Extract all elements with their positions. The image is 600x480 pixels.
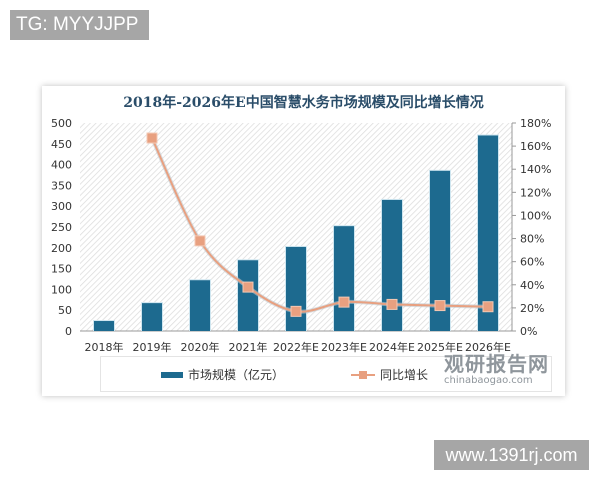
svg-text:80%: 80% (520, 233, 544, 246)
brand-watermark-main: 观研报告网 (444, 352, 549, 376)
svg-text:2023年E: 2023年E (321, 340, 367, 354)
svg-text:450: 450 (51, 138, 72, 151)
svg-text:2024年E: 2024年E (369, 340, 415, 354)
svg-text:2022年E: 2022年E (273, 340, 319, 354)
svg-text:200: 200 (51, 242, 72, 255)
svg-text:40%: 40% (520, 279, 544, 292)
chart-title: 2018年-2026年E中国智慧水务市场规模及同比增长情况 (123, 95, 484, 111)
svg-text:20%: 20% (520, 302, 544, 315)
watermark-top-left: TG: MYYJJPP (10, 10, 149, 40)
legend-label-yoy-growth: 同比增长 (380, 368, 429, 382)
legend-item-market-size: 市场规模（亿元） (161, 366, 284, 383)
svg-text:2020年: 2020年 (181, 340, 220, 354)
legend-label-market-size: 市场规模（亿元） (188, 368, 285, 382)
svg-text:60%: 60% (520, 256, 544, 269)
legend-item-yoy-growth: 同比增长 (351, 366, 428, 383)
svg-text:250: 250 (51, 221, 72, 234)
svg-text:350: 350 (51, 179, 72, 192)
svg-text:100%: 100% (520, 209, 551, 222)
svg-text:2021年: 2021年 (229, 340, 268, 354)
brand-watermark-sub: chinabaogao.com (444, 375, 533, 386)
svg-text:2025年E: 2025年E (417, 340, 463, 354)
svg-text:150: 150 (51, 263, 72, 276)
watermark-bottom-right: www.1391rj.com (434, 440, 589, 470)
chart-card: 2018年-2026年E中国智慧水务市场规模及同比增长情况 0 50 100 150 2… (42, 86, 565, 396)
svg-text:50: 50 (58, 304, 72, 317)
svg-text:140%: 140% (520, 163, 551, 176)
svg-text:0%: 0% (520, 325, 537, 338)
bar-swatch-icon (161, 371, 183, 378)
brand-watermark: 观研报告网 chinabaogao.com (444, 348, 549, 386)
svg-text:0: 0 (65, 325, 72, 338)
svg-text:500: 500 (51, 117, 72, 130)
svg-text:2026年E: 2026年E (465, 340, 511, 354)
svg-text:2019年: 2019年 (133, 340, 172, 354)
svg-text:400: 400 (51, 159, 72, 172)
svg-text:160%: 160% (520, 140, 551, 153)
line-marker-swatch-icon (351, 370, 375, 379)
svg-text:180%: 180% (520, 117, 551, 130)
chart-plot: 0 50 100 150 200 250 300 350 400 450 500 0% 20% 40% 60… (51, 117, 551, 354)
chart-legend: 市场规模（亿元） 同比增长 (100, 356, 552, 392)
svg-text:2018年: 2018年 (85, 340, 124, 354)
svg-text:120%: 120% (520, 186, 551, 199)
svg-text:100: 100 (51, 283, 72, 296)
svg-text:300: 300 (51, 200, 72, 213)
